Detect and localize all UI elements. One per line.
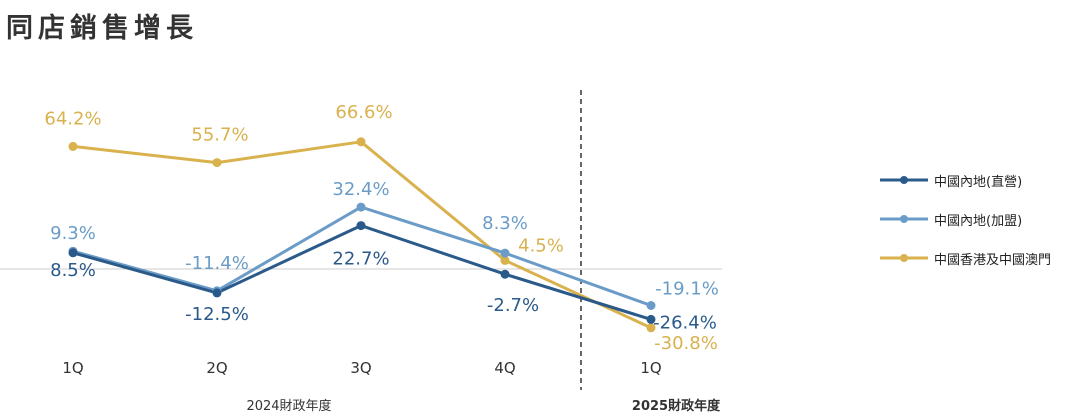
line-series-3 [72, 140, 652, 330]
point-series-3-1 [68, 141, 78, 151]
chart-legend: 中國內地(直營) 中國內地(加盟) 中國香港及中國澳門 [878, 170, 1078, 287]
point-series-1-3 [356, 221, 366, 231]
x-tick-label-2: 2Q [206, 359, 227, 377]
point-series-1-1 [68, 248, 78, 258]
x-tick-label-3: 3Q [350, 359, 371, 377]
point-series-3-3 [356, 137, 366, 147]
point-series-2-5 [646, 301, 656, 310]
page-title: 同店銷售增長 [6, 13, 198, 44]
data-label-series-1-5: -26.4% [653, 312, 717, 333]
data-label-series-2-4: 8.3% [482, 213, 528, 234]
point-series-3-5 [646, 323, 656, 333]
data-label-series-1-2: -12.5% [185, 304, 249, 325]
point-series-2-3 [356, 202, 366, 212]
data-label-series-2-5: -19.1% [655, 279, 719, 300]
data-label-series-2-3: 32.4% [332, 179, 389, 200]
legend-label-series-3: 中國香港及中國澳門 [934, 253, 1052, 268]
data-label-series-2-2: -11.4% [185, 253, 249, 274]
data-label-series-3-2: 55.7% [191, 125, 248, 146]
point-series-3-4 [500, 255, 510, 265]
legend-swatch-series-2 [880, 215, 928, 223]
legend-label-series-1: 中國內地(直營) [934, 175, 1023, 190]
fiscal-year-label-1: 2024財政年度 [246, 398, 331, 414]
legend-item-series-1: 中國內地(直營) [878, 170, 1078, 190]
point-series-1-5 [646, 314, 656, 324]
data-label-series-1-4: -2.7% [487, 295, 539, 316]
x-tick-label-4: 4Q [494, 359, 515, 377]
point-series-2-4 [500, 248, 510, 258]
data-label-series-3-3: 66.6% [335, 102, 392, 123]
legend-swatch-series-3 [880, 254, 928, 262]
point-series-3-2 [212, 158, 222, 168]
line-series-1 [72, 224, 652, 321]
data-label-series-3-5: -30.8% [654, 333, 718, 354]
legend-item-series-3: 中國香港及中國澳門 [878, 248, 1078, 268]
point-series-1-2 [212, 288, 222, 298]
legend-swatch-series-1 [880, 176, 928, 184]
legend-label-series-2: 中國內地(加盟) [934, 214, 1023, 229]
point-series-1-4 [500, 269, 510, 279]
x-tick-label-1: 1Q [62, 359, 83, 377]
legend-item-series-2: 中國內地(加盟) [878, 209, 1078, 229]
data-label-series-2-1: 9.3% [50, 223, 96, 244]
data-label-series-1-3: 22.7% [332, 249, 389, 270]
data-label-series-1-1: 8.5% [50, 260, 96, 281]
x-tick-label-5: 1Q [640, 359, 661, 377]
fiscal-year-label-2: 2025財政年度 [632, 398, 721, 414]
data-label-series-3-4: 4.5% [518, 235, 564, 256]
data-label-series-3-1: 64.2% [44, 108, 101, 129]
